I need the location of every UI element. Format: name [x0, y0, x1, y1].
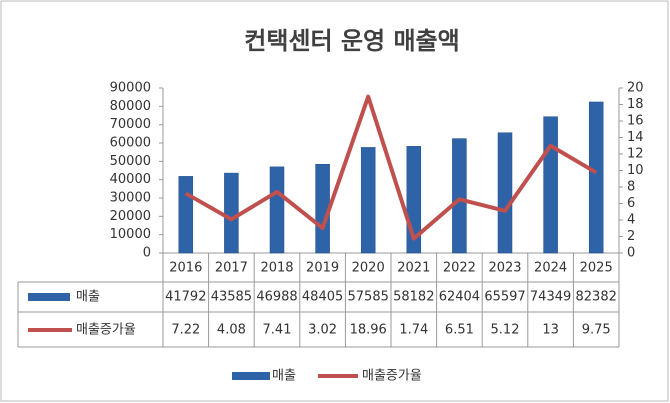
- x-tick-label: 2019: [306, 261, 339, 276]
- table-row-label: 매출증가율: [76, 323, 136, 338]
- table-cell: 5.12: [491, 323, 520, 338]
- table-cell: 6.51: [445, 323, 474, 338]
- x-tick-label: 2021: [397, 261, 430, 276]
- line: [184, 94, 598, 241]
- bar: [178, 176, 194, 254]
- bar: [360, 147, 376, 254]
- y-tick-label: 60000: [110, 136, 151, 151]
- table-cell: 1.74: [399, 323, 428, 338]
- y-tick-label: 20000: [110, 209, 151, 224]
- y2-tick-label: 20: [627, 81, 644, 96]
- y2-tick-label: 16: [627, 114, 644, 129]
- table-cell: 46988: [256, 290, 297, 305]
- table-cell: 7.22: [171, 323, 200, 338]
- x-tick-label: 2018: [260, 261, 293, 276]
- table-cell: 7.41: [263, 323, 292, 338]
- y-tick-label: 70000: [110, 117, 151, 132]
- y-tick-label: 40000: [110, 172, 151, 187]
- x-tick-label: 2020: [352, 261, 385, 276]
- table-cell: 3.02: [308, 323, 337, 338]
- y-tick-label: 0: [143, 246, 151, 261]
- bar: [497, 132, 513, 254]
- table-cell: 9.75: [582, 323, 611, 338]
- table-cell: 18.96: [350, 323, 387, 338]
- table-cell: 62404: [439, 290, 480, 305]
- table-cell: 74349: [530, 290, 571, 305]
- bar: [588, 101, 604, 254]
- table-cell: 43585: [211, 290, 252, 305]
- x-tick-label: 2016: [169, 261, 202, 276]
- y-tick-label: 10000: [110, 227, 151, 242]
- y-tick-label: 90000: [110, 81, 151, 96]
- y2-tick-label: 0: [627, 246, 635, 261]
- legend-label: 매출증가율: [362, 369, 422, 384]
- chart-title: 컨택센터 운영 매출액: [244, 27, 459, 55]
- y2-tick-label: 14: [627, 130, 644, 145]
- table-cell: 48405: [302, 290, 343, 305]
- y2-tick-label: 4: [627, 213, 635, 228]
- bar: [269, 166, 285, 254]
- legend-key: [232, 372, 270, 380]
- table-cell: 58182: [393, 290, 434, 305]
- bar: [224, 172, 239, 254]
- y-tick-label: 30000: [110, 191, 151, 206]
- y2-tick-label: 10: [627, 163, 644, 178]
- table-cell: 57585: [348, 290, 389, 305]
- x-tick-label: 2025: [580, 261, 613, 276]
- table-cell: 82382: [576, 290, 617, 305]
- table-cell: 13: [542, 323, 559, 338]
- table-key: [28, 293, 70, 301]
- table-cell: 65597: [484, 290, 525, 305]
- bar: [452, 138, 467, 254]
- table-cell: 41792: [165, 290, 206, 305]
- legend-label: 매출: [272, 369, 296, 384]
- y-tick-label: 50000: [110, 154, 151, 169]
- y2-tick-label: 6: [627, 196, 635, 211]
- y-tick-label: 80000: [110, 99, 151, 114]
- x-tick-label: 2024: [534, 261, 567, 276]
- y2-tick-label: 2: [627, 229, 635, 244]
- x-tick-label: 2022: [443, 261, 476, 276]
- y2-tick-label: 18: [627, 97, 644, 112]
- bar: [543, 116, 558, 254]
- y2-tick-label: 12: [627, 147, 644, 162]
- x-tick-label: 2017: [215, 261, 248, 276]
- y2-tick-label: 8: [627, 180, 635, 195]
- x-tick-label: 2023: [488, 261, 521, 276]
- table-row-label: 매출: [76, 290, 100, 305]
- table-cell: 4.08: [217, 323, 246, 338]
